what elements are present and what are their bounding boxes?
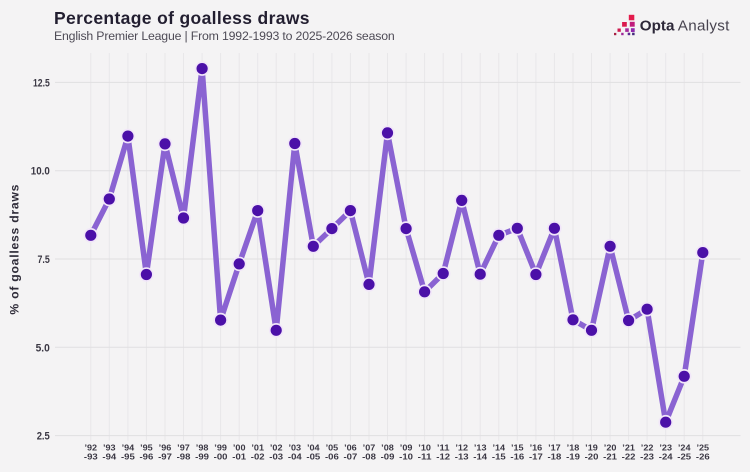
svg-text:’24: ’24	[678, 444, 691, 453]
svg-text:’23: ’23	[659, 444, 672, 453]
svg-text:-16: -16	[510, 452, 524, 461]
svg-text:-11: -11	[418, 452, 432, 461]
svg-text:-21: -21	[603, 452, 617, 461]
svg-text:’01: ’01	[251, 444, 264, 453]
svg-text:-13: -13	[455, 452, 469, 461]
svg-text:’96: ’96	[159, 444, 172, 453]
svg-text:’14: ’14	[493, 444, 506, 453]
svg-text:’93: ’93	[103, 444, 116, 453]
svg-text:7.5: 7.5	[38, 254, 50, 266]
svg-text:-14: -14	[473, 452, 487, 461]
svg-text:-00: -00	[214, 452, 228, 461]
svg-text:-06: -06	[325, 452, 339, 461]
svg-text:-08: -08	[362, 452, 376, 461]
svg-text:5.0: 5.0	[36, 342, 50, 354]
svg-text:-22: -22	[622, 452, 636, 461]
svg-text:’10: ’10	[418, 444, 431, 453]
svg-text:12.5: 12.5	[33, 77, 50, 89]
svg-text:’19: ’19	[585, 444, 598, 453]
svg-text:Opta: Opta	[640, 17, 675, 34]
svg-text:’95: ’95	[140, 444, 153, 453]
svg-text:’21: ’21	[622, 444, 635, 453]
svg-text:-18: -18	[548, 452, 562, 461]
svg-text:’08: ’08	[381, 444, 394, 453]
svg-text:’02: ’02	[270, 444, 283, 453]
svg-text:10.0: 10.0	[31, 166, 50, 178]
svg-text:’11: ’11	[437, 444, 450, 453]
svg-text:-94: -94	[102, 452, 116, 461]
svg-text:-15: -15	[492, 452, 506, 461]
svg-text:% of goalless draws: % of goalless draws	[8, 184, 22, 315]
svg-text:-01: -01	[232, 452, 246, 461]
svg-text:-05: -05	[306, 452, 320, 461]
svg-text:-10: -10	[399, 452, 413, 461]
svg-text:-17: -17	[529, 452, 543, 461]
svg-text:’05: ’05	[326, 444, 339, 453]
svg-text:’20: ’20	[604, 444, 617, 453]
svg-text:’16: ’16	[530, 444, 543, 453]
svg-text:-95: -95	[121, 452, 135, 461]
svg-text:’99: ’99	[214, 444, 227, 453]
svg-text:-24: -24	[659, 452, 673, 461]
svg-text:-02: -02	[251, 452, 265, 461]
svg-text:’98: ’98	[196, 444, 209, 453]
svg-text:’25: ’25	[697, 444, 710, 453]
svg-text:’09: ’09	[400, 444, 413, 453]
svg-text:-23: -23	[640, 452, 654, 461]
svg-text:-20: -20	[585, 452, 599, 461]
svg-text:’15: ’15	[511, 444, 524, 453]
svg-text:-03: -03	[269, 452, 283, 461]
svg-text:-25: -25	[677, 452, 691, 461]
svg-text:’00: ’00	[233, 444, 246, 453]
svg-text:-04: -04	[288, 452, 302, 461]
svg-text:2.5: 2.5	[37, 431, 50, 443]
svg-text:-12: -12	[436, 452, 450, 461]
svg-text:’04: ’04	[307, 444, 320, 453]
svg-text:-93: -93	[84, 452, 98, 461]
svg-text:-26: -26	[696, 452, 710, 461]
svg-text:-97: -97	[158, 452, 172, 461]
svg-text:’92: ’92	[85, 444, 98, 453]
svg-text:’07: ’07	[363, 444, 376, 453]
svg-text:-07: -07	[344, 452, 358, 461]
svg-text:’94: ’94	[122, 444, 135, 453]
svg-text:’12: ’12	[455, 444, 468, 453]
svg-text:’17: ’17	[548, 444, 561, 453]
svg-text:-98: -98	[177, 452, 191, 461]
svg-text:’13: ’13	[474, 444, 487, 453]
svg-text:’22: ’22	[641, 444, 654, 453]
svg-text:’06: ’06	[344, 444, 357, 453]
svg-text:’18: ’18	[567, 444, 580, 453]
svg-text:-19: -19	[566, 452, 580, 461]
svg-text:-09: -09	[381, 452, 395, 461]
svg-text:’97: ’97	[177, 444, 190, 453]
svg-text:-96: -96	[140, 452, 154, 461]
svg-text:Analyst: Analyst	[678, 17, 730, 34]
svg-text:-99: -99	[195, 452, 209, 461]
svg-text:’03: ’03	[289, 444, 302, 453]
